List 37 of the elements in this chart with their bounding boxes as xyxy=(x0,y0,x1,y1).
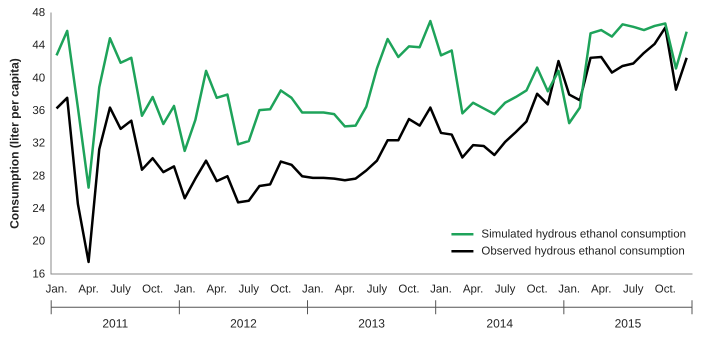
legend-label: Simulated hydrous ethanol consumption xyxy=(481,228,686,240)
text: 2013 xyxy=(358,316,386,331)
x-tick-label: Apr. xyxy=(78,283,99,296)
x-tick-label: July xyxy=(366,283,388,296)
y-tick-label: 44 xyxy=(32,40,46,52)
text: 2012 xyxy=(230,316,258,331)
x-tick-label: Apr. xyxy=(334,283,356,296)
x-tick-label: July xyxy=(494,283,516,296)
y-tick-label: 36 xyxy=(32,105,46,118)
x-tick-label: July xyxy=(623,283,644,296)
x-tick-label: Apr. xyxy=(590,283,612,296)
y-tick-label: 28 xyxy=(32,170,46,182)
x-tick-label: Oct. xyxy=(398,283,420,296)
text: 2011 xyxy=(102,316,128,331)
x-tick-label: July xyxy=(110,283,132,296)
y-tick-label: 48 xyxy=(32,7,46,20)
x-tick-label: Oct. xyxy=(654,283,676,296)
x-tick-label: July xyxy=(238,283,260,296)
x-tick-label: Jan. xyxy=(174,283,196,296)
y-axis-title: Consumption (liter per capita) xyxy=(8,58,22,229)
x-tick-label: Jan. xyxy=(430,283,452,296)
y-tick-label: 20 xyxy=(32,236,46,248)
legend-label: Observed hydrous ethanol consumption xyxy=(481,245,685,258)
x-tick-label: Oct. xyxy=(270,283,292,296)
x-tick-label: Oct. xyxy=(526,283,548,296)
x-tick-label: Apr. xyxy=(462,283,484,296)
text: 2014 xyxy=(486,316,514,331)
x-tick-label: Jan. xyxy=(302,283,324,296)
y-tick-label: 32 xyxy=(32,138,46,150)
x-tick-label: Jan. xyxy=(558,283,580,296)
x-tick-label: Jan. xyxy=(46,283,68,296)
y-tick-label: 40 xyxy=(32,72,46,84)
y-tick-label: 16 xyxy=(32,268,46,280)
y-tick-label: 24 xyxy=(32,203,46,216)
text: 2015 xyxy=(614,316,642,331)
x-tick-label: Oct. xyxy=(142,283,164,296)
x-tick-label: Apr. xyxy=(206,283,227,296)
